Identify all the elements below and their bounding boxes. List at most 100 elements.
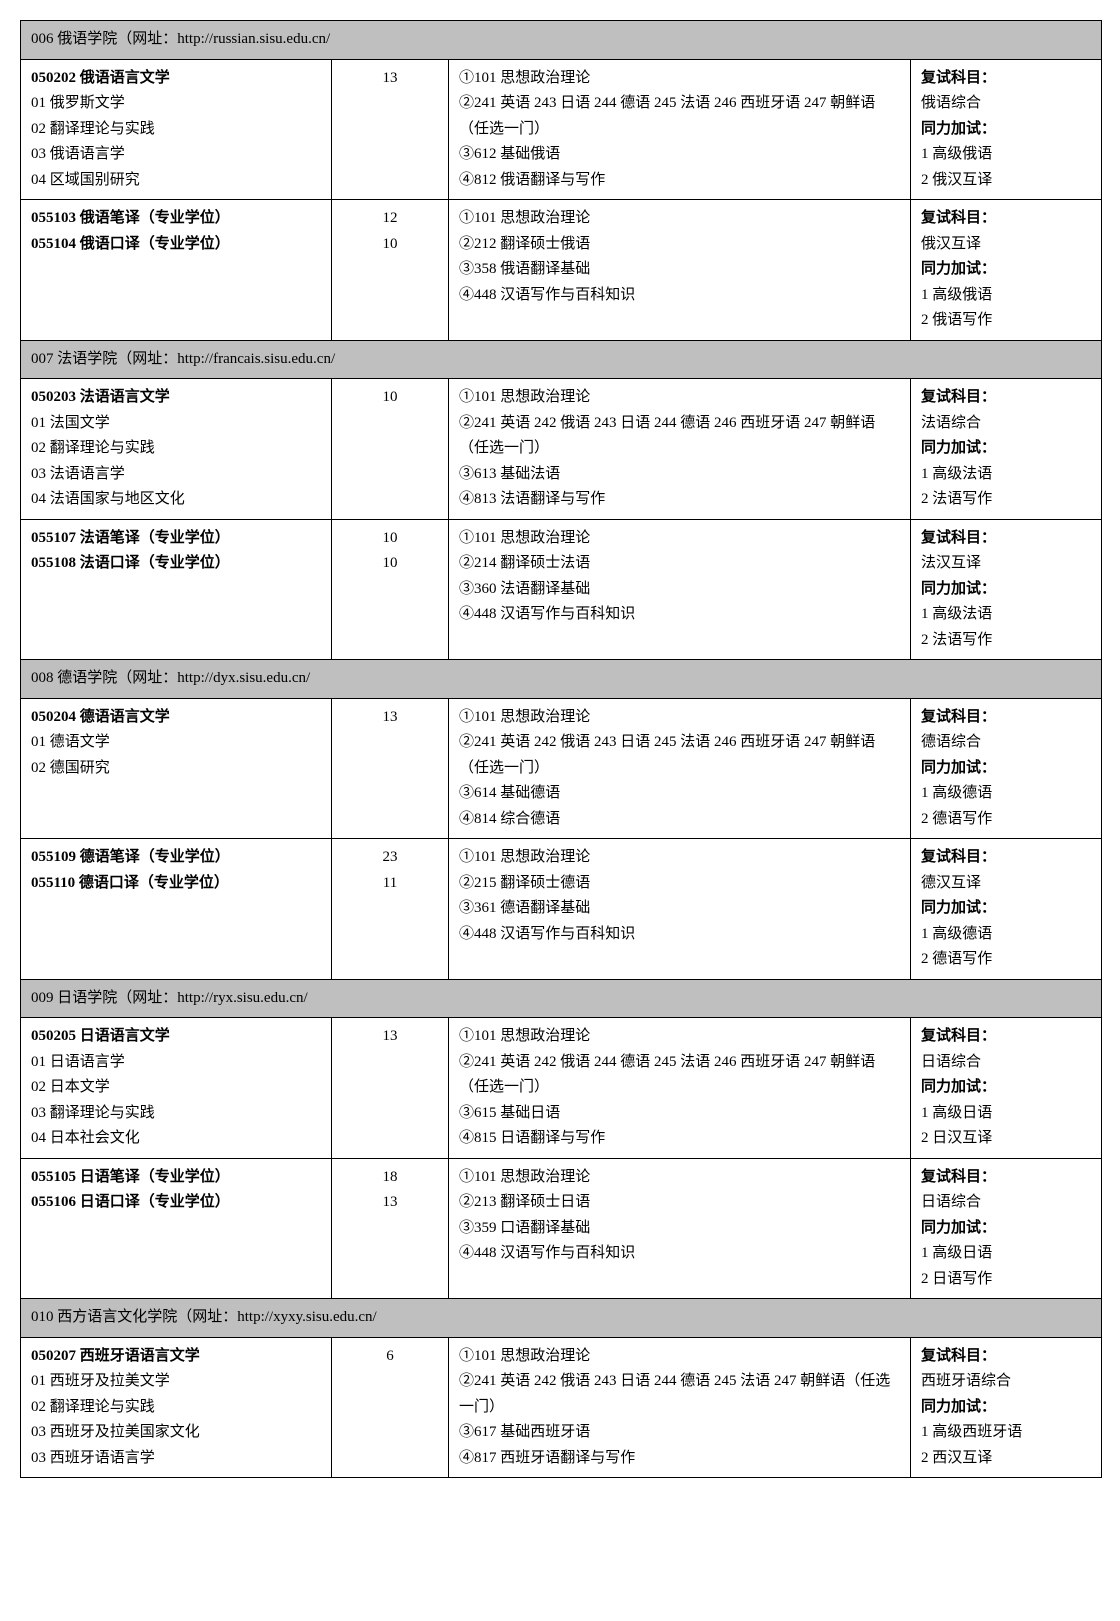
retest-line: 1 高级日语: [921, 1101, 1091, 1127]
quota-value: 10: [340, 551, 440, 577]
retest-line: 日语综合: [921, 1050, 1091, 1076]
exam-subject-line: ③614 基础德语: [459, 781, 900, 807]
retest-line: 2 法语写作: [921, 628, 1091, 654]
exam-subject-line: ③360 法语翻译基础: [459, 577, 900, 603]
retest-cell: 复试科目：西班牙语综合同力加试：1 高级西班牙语2 西汉互译: [911, 1338, 1101, 1478]
exam-subject-line: ①101 思想政治理论: [459, 526, 900, 552]
program-line: 03 法语语言学: [31, 462, 321, 488]
exam-subject-line: ①101 思想政治理论: [459, 385, 900, 411]
retest-line: 同力加试：: [921, 756, 1091, 782]
program-line: 050204 德语语言文学: [31, 705, 321, 731]
retest-cell: 复试科目：法汉互译同力加试：1 高级法语2 法语写作: [911, 520, 1101, 660]
retest-line: 同力加试：: [921, 896, 1091, 922]
exam-subject-line: ①101 思想政治理论: [459, 705, 900, 731]
retest-line: 1 高级德语: [921, 781, 1091, 807]
retest-line: 同力加试：: [921, 436, 1091, 462]
program-line: 050207 西班牙语语言文学: [31, 1344, 321, 1370]
exam-subject-line: ③358 俄语翻译基础: [459, 257, 900, 283]
retest-line: 1 高级德语: [921, 922, 1091, 948]
quota-cell: 1813: [332, 1159, 449, 1299]
quota-cell: 1210: [332, 200, 449, 340]
program-title-cell: 050203 法语语言文学01 法国文学02 翻译理论与实践03 法语语言学04…: [21, 379, 332, 519]
quota-value: 10: [340, 232, 440, 258]
program-line: 02 翻译理论与实践: [31, 117, 321, 143]
exam-subjects-cell: ①101 思想政治理论②213 翻译硕士日语③359 口语翻译基础④448 汉语…: [449, 1159, 911, 1299]
retest-line: 复试科目：: [921, 1024, 1091, 1050]
retest-line: 复试科目：: [921, 385, 1091, 411]
quota-cell: 13: [332, 1018, 449, 1158]
retest-cell: 复试科目：俄汉互译同力加试：1 高级俄语2 俄语写作: [911, 200, 1101, 340]
retest-line: 复试科目：: [921, 1344, 1091, 1370]
program-line: 04 区域国别研究: [31, 168, 321, 194]
retest-cell: 复试科目：德语综合同力加试：1 高级德语2 德语写作: [911, 699, 1101, 839]
retest-line: 2 法语写作: [921, 487, 1091, 513]
exam-subject-line: ③359 口语翻译基础: [459, 1216, 900, 1242]
retest-line: 1 高级西班牙语: [921, 1420, 1091, 1446]
exam-subject-line: ①101 思想政治理论: [459, 845, 900, 871]
department-header: 010 西方语言文化学院（网址：http://xyxy.sisu.edu.cn/: [21, 1299, 1101, 1338]
exam-subject-line: ③612 基础俄语: [459, 142, 900, 168]
retest-line: 复试科目：: [921, 705, 1091, 731]
program-row: 050204 德语语言文学01 德语文学02 德国研究13①101 思想政治理论…: [21, 699, 1101, 840]
retest-line: 1 高级俄语: [921, 142, 1091, 168]
exam-subject-line: ③617 基础西班牙语: [459, 1420, 900, 1446]
program-row: 055103 俄语笔译（专业学位）055104 俄语口译（专业学位）1210①1…: [21, 200, 1101, 341]
exam-subjects-cell: ①101 思想政治理论②241 英语 242 俄语 243 日语 245 法语 …: [449, 699, 911, 839]
exam-subject-line: ④448 汉语写作与百科知识: [459, 283, 900, 309]
quota-cell: 13: [332, 60, 449, 200]
program-line: 03 俄语语言学: [31, 142, 321, 168]
program-line: 055108 法语口译（专业学位）: [31, 551, 321, 577]
program-title-cell: 050205 日语语言文学01 日语语言学02 日本文学03 翻译理论与实践04…: [21, 1018, 332, 1158]
program-line: 04 法语国家与地区文化: [31, 487, 321, 513]
program-line: 03 西班牙语语言学: [31, 1446, 321, 1472]
quota-value: 10: [340, 385, 440, 411]
program-line: 01 西班牙及拉美文学: [31, 1369, 321, 1395]
department-header: 006 俄语学院（网址：http://russian.sisu.edu.cn/: [21, 21, 1101, 60]
retest-line: 复试科目：: [921, 206, 1091, 232]
retest-line: 俄汉互译: [921, 232, 1091, 258]
retest-line: 复试科目：: [921, 1165, 1091, 1191]
exam-subjects-cell: ①101 思想政治理论②214 翻译硕士法语③360 法语翻译基础④448 汉语…: [449, 520, 911, 660]
retest-line: 同力加试：: [921, 577, 1091, 603]
exam-subject-line: ④812 俄语翻译与写作: [459, 168, 900, 194]
exam-subject-line: ③361 德语翻译基础: [459, 896, 900, 922]
exam-subject-line: ②215 翻译硕士德语: [459, 871, 900, 897]
exam-subject-line: ②241 英语 242 俄语 243 日语 245 法语 246 西班牙语 24…: [459, 730, 900, 781]
exam-subject-line: ②214 翻译硕士法语: [459, 551, 900, 577]
quota-cell: 13: [332, 699, 449, 839]
program-row: 050202 俄语语言文学01 俄罗斯文学02 翻译理论与实践03 俄语语言学0…: [21, 60, 1101, 201]
quota-cell: 10: [332, 379, 449, 519]
exam-subject-line: ④448 汉语写作与百科知识: [459, 602, 900, 628]
exam-subject-line: ④448 汉语写作与百科知识: [459, 1241, 900, 1267]
exam-subject-line: ③613 基础法语: [459, 462, 900, 488]
quota-cell: 6: [332, 1338, 449, 1478]
program-line: 02 日本文学: [31, 1075, 321, 1101]
program-line: 055107 法语笔译（专业学位）: [31, 526, 321, 552]
program-line: 02 德国研究: [31, 756, 321, 782]
retest-line: 2 德语写作: [921, 807, 1091, 833]
exam-subjects-cell: ①101 思想政治理论②215 翻译硕士德语③361 德语翻译基础④448 汉语…: [449, 839, 911, 979]
program-title-cell: 055105 日语笔译（专业学位）055106 日语口译（专业学位）: [21, 1159, 332, 1299]
program-line: 055109 德语笔译（专业学位）: [31, 845, 321, 871]
exam-subject-line: ②212 翻译硕士俄语: [459, 232, 900, 258]
quota-value: 6: [340, 1344, 440, 1370]
exam-subject-line: ②213 翻译硕士日语: [459, 1190, 900, 1216]
exam-subject-line: ①101 思想政治理论: [459, 66, 900, 92]
retest-line: 2 日语写作: [921, 1267, 1091, 1293]
retest-cell: 复试科目：法语综合同力加试：1 高级法语2 法语写作: [911, 379, 1101, 519]
exam-subject-line: ④813 法语翻译与写作: [459, 487, 900, 513]
retest-cell: 复试科目：俄语综合同力加试：1 高级俄语2 俄汉互译: [911, 60, 1101, 200]
retest-line: 同力加试：: [921, 1075, 1091, 1101]
retest-line: 同力加试：: [921, 1216, 1091, 1242]
retest-line: 2 德语写作: [921, 947, 1091, 973]
catalog-table: 006 俄语学院（网址：http://russian.sisu.edu.cn/0…: [20, 20, 1102, 1478]
program-title-cell: 055109 德语笔译（专业学位）055110 德语口译（专业学位）: [21, 839, 332, 979]
exam-subject-line: ②241 英语 242 俄语 243 日语 244 德语 245 法语 247 …: [459, 1369, 900, 1420]
retest-line: 2 俄语写作: [921, 308, 1091, 334]
retest-line: 复试科目：: [921, 526, 1091, 552]
program-line: 050205 日语语言文学: [31, 1024, 321, 1050]
quota-cell: 1010: [332, 520, 449, 660]
retest-line: 1 高级俄语: [921, 283, 1091, 309]
quota-value: 12: [340, 206, 440, 232]
retest-cell: 复试科目：德汉互译同力加试：1 高级德语2 德语写作: [911, 839, 1101, 979]
